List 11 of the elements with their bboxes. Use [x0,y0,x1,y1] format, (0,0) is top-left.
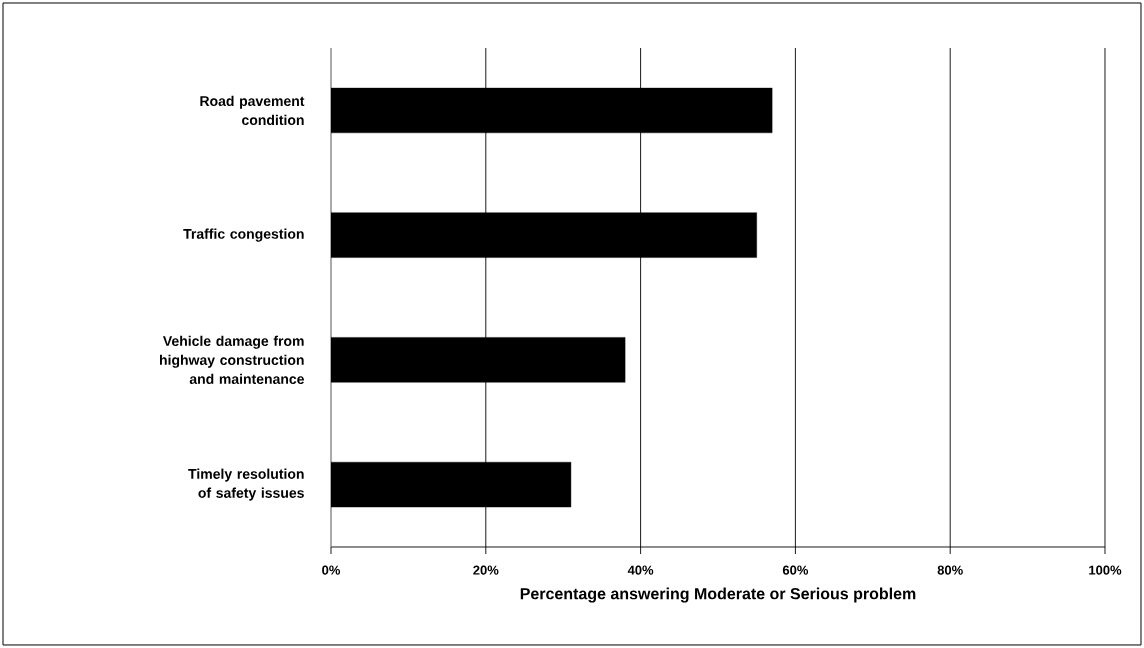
y-tick-label: Traffic congestion [183,228,304,242]
x-tick-label: 20% [473,565,499,575]
y-tick-label: Road pavement condition [200,95,305,126]
y-tick-label: Timely resolution of safety issues [188,468,304,501]
x-axis-title: Percentage answering Moderate or Serious problem [520,587,916,603]
x-tick-label: 100% [1089,565,1122,575]
x-tick-label: 60% [782,565,809,575]
x-tick-label: 40% [627,565,654,575]
x-tick-label: 0% [322,565,341,575]
x-tick-label: 80% [937,565,963,575]
y-tick-label: Vehicle damage from highway construction and maintenance [160,335,304,385]
